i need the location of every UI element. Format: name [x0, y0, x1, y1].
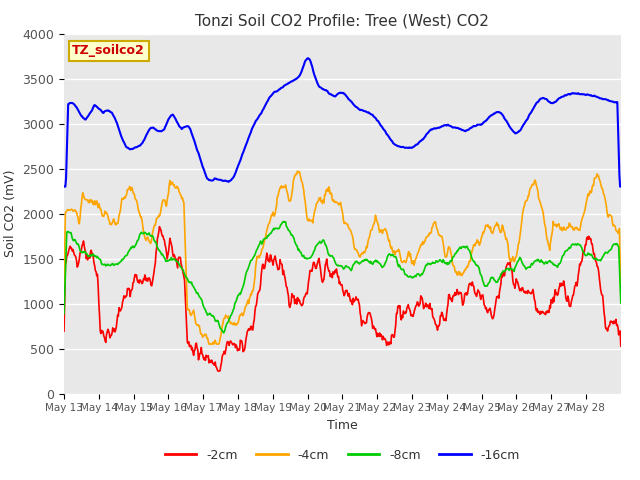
Text: TZ_soilco2: TZ_soilco2 — [72, 44, 145, 58]
Y-axis label: Soil CO2 (mV): Soil CO2 (mV) — [4, 170, 17, 257]
Title: Tonzi Soil CO2 Profile: Tree (West) CO2: Tonzi Soil CO2 Profile: Tree (West) CO2 — [195, 13, 490, 28]
Legend: -2cm, -4cm, -8cm, -16cm: -2cm, -4cm, -8cm, -16cm — [160, 444, 525, 467]
X-axis label: Time: Time — [327, 419, 358, 432]
